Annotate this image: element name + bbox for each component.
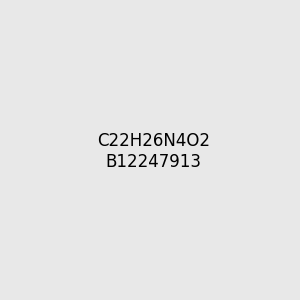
Text: C22H26N4O2
B12247913: C22H26N4O2 B12247913 <box>97 132 210 171</box>
